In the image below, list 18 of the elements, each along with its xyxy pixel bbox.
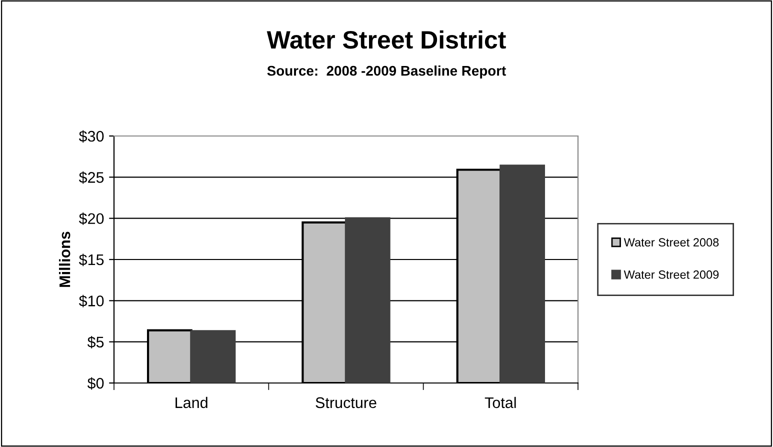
y-tick-label: $10 (78, 294, 104, 308)
y-axis-title: Millions (58, 232, 70, 287)
y-tick-label: $0 (87, 377, 104, 390)
x-tick-label: Structure (316, 397, 376, 408)
y-tick-label: $5 (87, 336, 104, 348)
y-tick-label: $30 (78, 130, 104, 143)
legend-label: Water Street 2009 (624, 270, 719, 279)
bar (500, 164, 546, 383)
y-tick-label: $20 (78, 212, 104, 225)
legend-label: Water Street 2008 (624, 238, 719, 247)
y-tick-label: $25 (78, 171, 104, 184)
x-tick-label: Land (176, 396, 208, 408)
x-tick-label: Total (484, 396, 516, 408)
y-tick-label: $15 (78, 254, 104, 266)
chart-title: Water Street District (266, 30, 506, 49)
bar (190, 330, 236, 383)
bar (344, 217, 390, 383)
chart-subtitle: Source: 2008 -2009 Baseline Report (267, 66, 506, 78)
